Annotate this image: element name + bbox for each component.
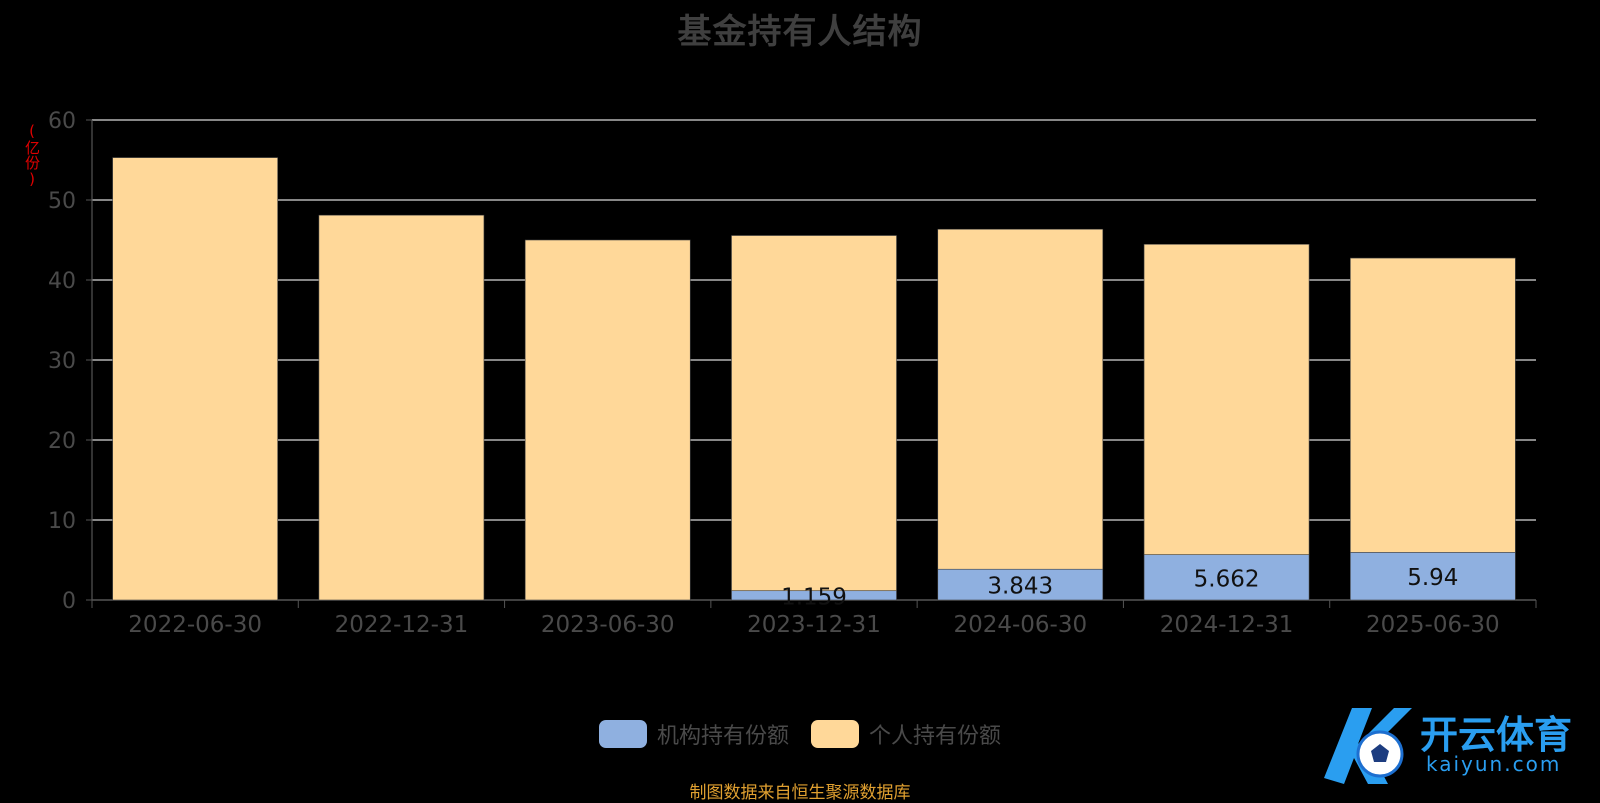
y-tick-label-10: 10 [48, 509, 76, 534]
bar-individual-2025-06-30 [1350, 257, 1516, 553]
y-tick-label-40: 40 [48, 269, 76, 294]
logo-text: 开云体育 [1420, 713, 1573, 757]
bar-institution-2025-06-30 [1350, 552, 1516, 601]
bar-individual-2024-06-30 [937, 228, 1104, 570]
bar-individual-2022-06-30 [112, 157, 278, 601]
data-source-note: 制图数据来自恒生聚源数据库 [689, 783, 911, 803]
legend-label-institution: 机构持有份额 [656, 724, 789, 749]
legend-swatch-institution [598, 720, 647, 748]
y-tick-label-20: 20 [48, 429, 76, 454]
y-tick-label-0: 0 [62, 589, 76, 614]
logo-url: kaiyun.com [1426, 752, 1562, 776]
x-tick-label-2022-12-31: 2022-12-31 [335, 612, 469, 638]
bar-institution-2024-06-30 [937, 568, 1104, 601]
x-tick-label-2025-06-30: 2025-06-30 [1366, 612, 1500, 638]
data-label-institution-2025-06-30: 5.94 [1407, 565, 1458, 591]
legend-label-individual: 个人持有份额 [869, 724, 1002, 749]
data-label-institution-2024-12-31: 5.662 [1194, 566, 1260, 592]
bar-individual-2024-12-31 [1143, 244, 1310, 556]
bar-institution-2024-12-31 [1143, 554, 1310, 601]
bar-individual-2023-12-31 [731, 235, 897, 592]
bar-individual-2022-12-31 [318, 214, 485, 601]
x-tick-label-2022-06-30: 2022-06-30 [128, 612, 262, 638]
bar-individual-2023-06-30 [524, 239, 691, 601]
y-tick-label-60: 60 [48, 109, 76, 134]
chart-title: 基金持有人结构 [677, 12, 923, 52]
legend-item-individual[interactable]: 个人持有份额 [811, 718, 1001, 750]
kaiyun-logo: 开云体育 kaiyun.com [1314, 700, 1594, 790]
x-tick-label-2024-12-31: 2024-12-31 [1160, 612, 1294, 638]
data-label-institution-2024-06-30: 3.843 [987, 574, 1053, 600]
x-tick-label-2023-06-30: 2023-06-30 [541, 612, 675, 638]
bar-institution-2023-12-31 [731, 590, 897, 601]
x-tick-label-2024-06-30: 2024-06-30 [953, 612, 1087, 638]
y-axis-unit: (亿份) [23, 122, 41, 188]
x-tick-label-2023-12-31: 2023-12-31 [747, 612, 881, 638]
y-tick-label-30: 30 [48, 349, 76, 374]
y-tick-label-50: 50 [48, 189, 76, 214]
legend-swatch-individual [811, 720, 859, 748]
bar-chart: 0 10 20 30 40 50 60 2022-06-30 2022-12-31 2023-06… [48, 109, 1537, 638]
soccer-ball-logo-icon [1324, 708, 1412, 784]
data-label-institution-2023-12-31: 1.159 [781, 584, 847, 610]
legend-item-institution[interactable]: 机构持有份额 [598, 718, 789, 750]
legend: 机构持有份额 个人持有份额 [0, 718, 1600, 750]
